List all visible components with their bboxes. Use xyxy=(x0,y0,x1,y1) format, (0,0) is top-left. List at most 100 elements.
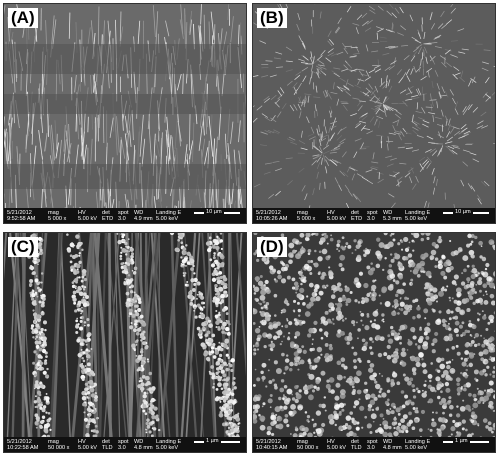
texture xyxy=(71,233,93,439)
texture xyxy=(261,362,267,368)
texture xyxy=(211,372,215,376)
texture xyxy=(452,146,460,149)
texture xyxy=(214,300,220,305)
texture xyxy=(464,297,470,303)
texture xyxy=(208,116,214,157)
texture xyxy=(338,263,343,268)
texture xyxy=(402,373,406,377)
texture xyxy=(80,351,83,355)
texture xyxy=(445,259,451,265)
texture xyxy=(326,379,330,383)
texture xyxy=(482,294,485,297)
texture xyxy=(420,237,424,242)
texture xyxy=(370,351,374,356)
texture xyxy=(438,91,442,99)
texture xyxy=(237,425,240,428)
texture xyxy=(436,428,439,431)
texture xyxy=(35,279,39,283)
info-value: 5.00 keV xyxy=(156,216,179,222)
texture xyxy=(328,110,332,118)
texture xyxy=(4,94,246,114)
texture xyxy=(136,339,139,342)
texture xyxy=(34,373,38,377)
texture xyxy=(430,93,432,101)
texture xyxy=(422,120,430,124)
texture xyxy=(468,249,475,256)
texture xyxy=(378,390,382,394)
texture xyxy=(259,294,266,301)
texture xyxy=(126,245,130,249)
texture xyxy=(345,301,348,304)
texture xyxy=(424,160,430,167)
texture xyxy=(220,363,224,367)
texture xyxy=(410,278,414,282)
texture xyxy=(379,36,387,39)
texture xyxy=(124,115,128,133)
texture xyxy=(460,70,464,78)
texture xyxy=(409,308,412,311)
texture xyxy=(441,318,446,324)
texture xyxy=(297,368,300,371)
texture xyxy=(34,234,37,237)
texture xyxy=(376,171,384,175)
texture xyxy=(488,314,495,321)
texture xyxy=(391,46,399,48)
texture xyxy=(192,122,195,163)
texture xyxy=(296,385,299,388)
texture xyxy=(290,141,297,145)
texture xyxy=(358,70,364,77)
texture xyxy=(389,234,392,237)
info-value: 5.00 keV xyxy=(405,216,428,222)
texture xyxy=(262,379,264,382)
texture xyxy=(35,353,38,356)
texture xyxy=(131,313,136,318)
texture xyxy=(467,104,473,111)
texture xyxy=(253,252,257,256)
texture xyxy=(215,361,221,366)
texture xyxy=(166,116,171,160)
texture xyxy=(324,89,329,97)
texture xyxy=(52,19,57,49)
info-bar: 5/21/2012 10:40:15 AM mag 50 000 x HV 5.00 kV… xyxy=(253,437,495,452)
texture xyxy=(384,257,387,260)
texture xyxy=(316,55,323,61)
texture xyxy=(413,47,420,53)
texture xyxy=(481,67,489,72)
texture xyxy=(63,139,67,163)
texture xyxy=(79,316,83,319)
texture xyxy=(390,157,397,161)
texture xyxy=(213,261,216,264)
texture xyxy=(81,285,84,288)
texture xyxy=(312,154,320,157)
texture xyxy=(263,171,271,175)
texture xyxy=(350,113,357,117)
texture xyxy=(33,257,37,261)
info-header: det xyxy=(102,439,110,445)
texture xyxy=(136,126,141,168)
texture xyxy=(407,380,412,386)
texture xyxy=(237,422,240,425)
texture xyxy=(293,310,296,313)
texture xyxy=(404,394,409,399)
texture xyxy=(200,313,206,319)
texture xyxy=(353,239,357,243)
texture xyxy=(333,148,340,152)
texture xyxy=(223,198,225,210)
texture xyxy=(322,154,326,162)
texture xyxy=(31,292,36,298)
texture xyxy=(101,186,104,210)
texture xyxy=(75,289,80,294)
texture xyxy=(383,424,389,430)
texture xyxy=(148,430,152,434)
scale-label: 10 µm xyxy=(453,209,473,215)
texture xyxy=(259,320,263,324)
texture xyxy=(287,337,291,341)
texture xyxy=(493,366,495,370)
texture xyxy=(444,90,449,98)
texture xyxy=(220,293,225,299)
texture xyxy=(412,126,419,131)
texture xyxy=(261,256,267,262)
texture xyxy=(289,341,295,347)
texture xyxy=(363,297,370,303)
texture xyxy=(261,67,269,69)
